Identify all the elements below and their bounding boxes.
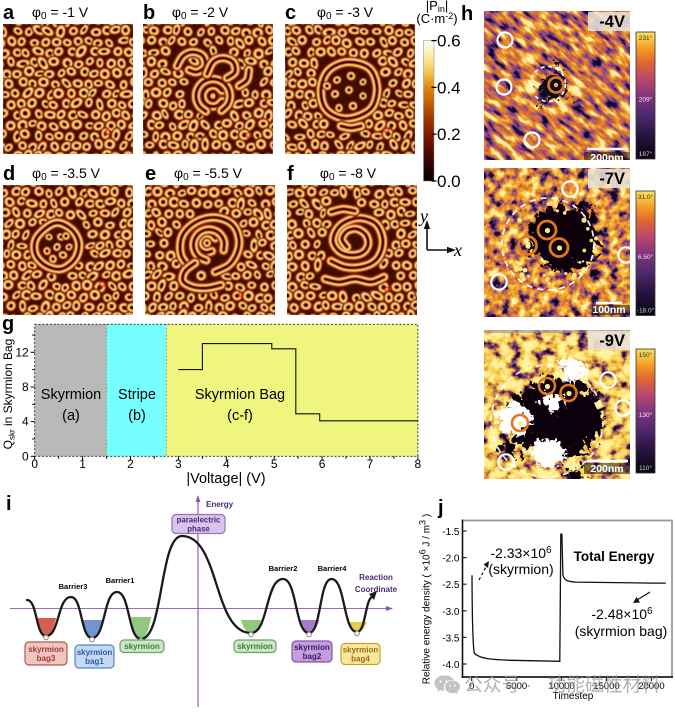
svg-text:bag2: bag2 xyxy=(303,652,322,661)
svg-text:Skyrmion Bag: Skyrmion Bag xyxy=(195,387,285,403)
svg-text:2: 2 xyxy=(127,457,134,471)
svg-text:Total Energy: Total Energy xyxy=(574,549,655,564)
svg-text:100nm: 100nm xyxy=(592,304,625,316)
svg-text:φ0 = -3 V: φ0 = -3 V xyxy=(317,4,374,22)
svg-text:skyrmion: skyrmion xyxy=(77,648,113,657)
svg-text:f: f xyxy=(287,163,294,185)
svg-text:200nm: 200nm xyxy=(590,152,623,164)
svg-text:b: b xyxy=(143,2,155,24)
svg-text:(b): (b) xyxy=(128,408,146,424)
svg-text:-3.0: -3.0 xyxy=(442,607,460,618)
svg-text:15000: 15000 xyxy=(593,681,619,692)
svg-text:Skyrmion: Skyrmion xyxy=(41,387,101,403)
svg-text:-9V: -9V xyxy=(599,332,625,350)
svg-text:110°: 110° xyxy=(639,464,652,472)
svg-text:-1.5: -1.5 xyxy=(442,527,460,538)
svg-text:a: a xyxy=(3,2,15,24)
svg-text:209°: 209° xyxy=(639,96,653,104)
svg-text:Barrier3: Barrier3 xyxy=(59,582,88,591)
svg-text:0: 0 xyxy=(31,457,38,471)
svg-text:bag4: bag4 xyxy=(351,655,370,664)
svg-text:-7V: -7V xyxy=(599,170,625,188)
svg-text:skyrmion: skyrmion xyxy=(28,645,64,654)
svg-text:skyrmion: skyrmion xyxy=(237,642,273,651)
svg-text:Barrier4: Barrier4 xyxy=(318,564,348,573)
svg-text:phase: phase xyxy=(187,525,210,534)
svg-text:d: d xyxy=(3,163,15,185)
svg-text:-3.5: -3.5 xyxy=(442,633,460,644)
svg-text:paraelectric: paraelectric xyxy=(177,515,221,524)
svg-text:10000: 10000 xyxy=(548,681,574,692)
svg-text:skyrmion: skyrmion xyxy=(343,645,379,654)
svg-text:0.2: 0.2 xyxy=(437,125,461,144)
svg-text:0.6: 0.6 xyxy=(437,32,461,51)
svg-text:4: 4 xyxy=(223,457,230,471)
svg-text:-4.0: -4.0 xyxy=(442,660,460,671)
svg-text:φ0 = -2 V: φ0 = -2 V xyxy=(172,4,229,22)
svg-text:3: 3 xyxy=(175,457,182,471)
svg-text:Stripe: Stripe xyxy=(118,387,156,403)
svg-text:bag1: bag1 xyxy=(85,657,104,666)
svg-text:7: 7 xyxy=(367,457,374,471)
svg-text:|Voltage| (V): |Voltage| (V) xyxy=(186,471,265,487)
svg-text:8: 8 xyxy=(415,457,422,471)
svg-text:-2.33×106: -2.33×106 xyxy=(490,545,552,561)
svg-text:|Pin|: |Pin| xyxy=(426,0,448,14)
svg-text:5000: 5000 xyxy=(506,681,527,692)
svg-text:130°: 130° xyxy=(639,411,653,419)
svg-text:-4V: -4V xyxy=(599,13,625,31)
svg-text:6: 6 xyxy=(319,457,326,471)
svg-text:φ0 = -1 V: φ0 = -1 V xyxy=(32,4,89,22)
svg-text:h: h xyxy=(461,3,473,25)
svg-text:Relative energy density ( ×106: Relative energy density ( ×106 J / m3 ) xyxy=(418,514,433,684)
svg-text:y: y xyxy=(418,206,428,226)
svg-text:x: x xyxy=(453,240,462,260)
svg-text:Barrier2: Barrier2 xyxy=(269,564,298,573)
svg-text:-2.5: -2.5 xyxy=(442,580,460,591)
svg-text:0.4: 0.4 xyxy=(437,78,461,97)
svg-text:231°: 231° xyxy=(639,34,653,42)
svg-text:Qskr in Skyrmion Bag: Qskr in Skyrmion Bag xyxy=(1,339,17,450)
svg-text:φ0 = -5.5 V: φ0 = -5.5 V xyxy=(174,165,243,183)
svg-text:(skyrmion): (skyrmion) xyxy=(488,561,553,577)
svg-text:8: 8 xyxy=(22,380,29,394)
svg-text:c: c xyxy=(285,2,296,24)
svg-text:Energy: Energy xyxy=(206,500,234,509)
svg-text:φ0 = -8 V: φ0 = -8 V xyxy=(320,165,377,183)
svg-text:Timestep: Timestep xyxy=(553,691,594,702)
svg-text:4: 4 xyxy=(22,415,29,429)
svg-text:(a): (a) xyxy=(62,408,80,424)
svg-text:150°: 150° xyxy=(639,351,653,359)
svg-text:0.0: 0.0 xyxy=(437,172,461,191)
svg-text:Barrier1: Barrier1 xyxy=(106,576,135,585)
svg-text:0: 0 xyxy=(22,449,29,463)
svg-text:200nm: 200nm xyxy=(590,463,623,475)
svg-text:Coordinate: Coordinate xyxy=(355,585,398,594)
svg-text:φ0 = -3.5 V: φ0 = -3.5 V xyxy=(32,165,101,183)
svg-text:bag3: bag3 xyxy=(37,654,56,663)
svg-text:skyrmion: skyrmion xyxy=(124,642,160,651)
svg-text:(skyrmion bag): (skyrmion bag) xyxy=(575,623,668,639)
svg-text:-2.0: -2.0 xyxy=(442,554,460,565)
svg-text:Reaction: Reaction xyxy=(359,573,393,582)
svg-text:(c-f): (c-f) xyxy=(227,408,253,424)
svg-text:31.0°: 31.0° xyxy=(638,193,654,201)
svg-text:6.50°: 6.50° xyxy=(638,253,654,261)
svg-text:公众号 · 功能磁性材料: 公众号 · 功能磁性材料 xyxy=(464,674,660,695)
svg-text:-2.48×106: -2.48×106 xyxy=(591,606,653,622)
svg-text:0: 0 xyxy=(469,681,474,692)
svg-text:skyrmion: skyrmion xyxy=(294,643,330,652)
svg-text:5: 5 xyxy=(271,457,278,471)
svg-text:g: g xyxy=(2,313,14,335)
svg-text:187°: 187° xyxy=(639,150,653,158)
svg-text:e: e xyxy=(145,163,156,185)
svg-text:12: 12 xyxy=(15,345,29,359)
svg-text:-18.0°: -18.0° xyxy=(637,307,655,315)
svg-text:1: 1 xyxy=(79,457,86,471)
svg-text:20000: 20000 xyxy=(638,681,664,692)
svg-text:j: j xyxy=(437,497,444,519)
svg-text:i: i xyxy=(6,493,12,515)
